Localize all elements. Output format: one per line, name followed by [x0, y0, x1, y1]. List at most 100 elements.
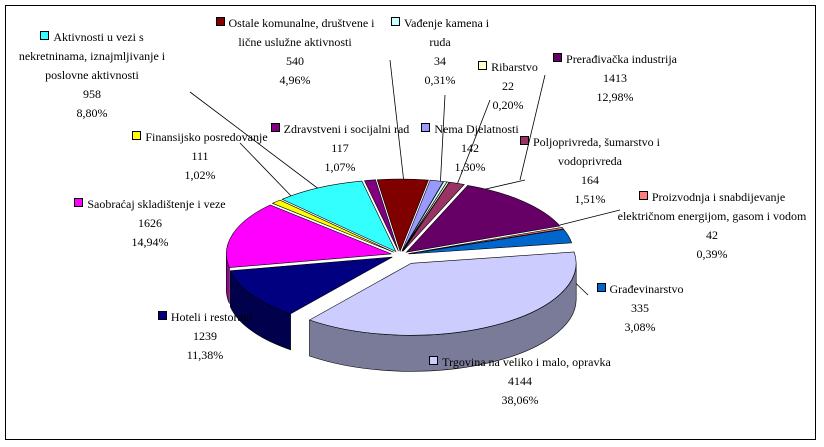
label-name: Zdravstveni i socijalni rad	[265, 120, 415, 139]
chart-border	[5, 5, 816, 440]
legend-swatch	[74, 198, 84, 207]
label-name: Finansijsko posredovanje	[125, 128, 275, 147]
legend-swatch	[520, 136, 529, 145]
percent-label: 8,80%	[76, 106, 108, 120]
category-name: Ostale komunalne, društvene i lične uslu…	[228, 16, 375, 49]
percent-label: 38,06%	[501, 393, 539, 407]
percent-label: 14,94%	[131, 235, 169, 249]
leader-line	[389, 59, 406, 193]
label-name: Nema Djelatnosti	[415, 120, 525, 139]
percent-label: 1,51%	[574, 192, 606, 206]
data-label: Poljoprivreda, šumarstvo i vodoprivreda 1…	[505, 133, 675, 209]
data-label: Prerađivačka industrija 1413 12,98%	[545, 50, 685, 107]
percent-label: 0,31%	[424, 73, 456, 87]
value-label: 1413	[603, 71, 627, 85]
category-name: Poljoprivreda, šumarstvo i vodoprivreda	[533, 135, 660, 168]
value-label: 22	[502, 79, 514, 93]
data-label: Hoteli i restorani 1239 11,38%	[149, 308, 261, 365]
legend-swatch	[429, 356, 439, 365]
label-name: Prerađivačka industrija	[545, 50, 685, 69]
data-label: Građevinarstvo 335 3,08%	[584, 280, 696, 337]
legend-swatch	[270, 123, 280, 132]
value-label: 164	[581, 173, 599, 187]
category-name: Vađenje kamena i ruda	[403, 16, 490, 49]
leader-line	[519, 74, 546, 181]
slice	[308, 251, 577, 336]
legend-swatch	[390, 17, 400, 26]
percent-label: 12,98%	[596, 90, 634, 104]
data-label: Trgovina na veliko i malo, opravka 4144 38…	[425, 353, 615, 410]
leader-line	[454, 99, 491, 191]
data-label: Nema Djelatnosti 142 1,30%	[415, 120, 525, 177]
slice	[401, 179, 444, 252]
label-name: Trgovina na veliko i malo, opravka	[425, 353, 615, 372]
legend-swatch	[40, 31, 50, 40]
data-label: Finansijsko posredovanje 111 1,02%	[125, 128, 275, 185]
percent-label: 11,38%	[186, 348, 224, 362]
value-label: 540	[286, 54, 304, 68]
slice	[281, 180, 397, 253]
legend-swatch	[421, 123, 431, 132]
value-label: 34	[434, 54, 446, 68]
leader-line	[239, 142, 296, 201]
percent-label: 0,39%	[696, 247, 728, 261]
legend-swatch	[638, 191, 648, 200]
value-label: 111	[191, 149, 209, 163]
slice	[408, 226, 564, 254]
data-label: Vađenje kamena i ruda 34 0,31%	[380, 14, 500, 90]
slice	[408, 228, 573, 255]
label-name: Poljoprivreda, šumarstvo i vodoprivreda	[505, 133, 675, 171]
category-name: Ribarstvo	[491, 60, 538, 74]
label-name: Građevinarstvo	[584, 280, 696, 299]
value-label: 1626	[138, 216, 162, 230]
label-name: Saobraćaj skladištenje i veze	[68, 195, 233, 214]
label-name: Vađenje kamena i ruda	[380, 14, 500, 52]
category-name: Aktivnosti u vezi s nekretninama, iznajm…	[18, 30, 166, 82]
leader-line	[439, 94, 446, 191]
percent-label: 4,96%	[279, 73, 311, 87]
percent-label: 1,02%	[184, 168, 216, 182]
percent-label: 1,07%	[324, 160, 356, 174]
slice	[271, 199, 394, 253]
legend-swatch	[157, 311, 167, 320]
data-label: Proizvodnja i snabdijevanje električnom …	[617, 188, 807, 264]
slice	[405, 185, 561, 253]
slice	[364, 179, 399, 252]
slice	[229, 256, 393, 315]
category-name: Saobraćaj skladištenje i veze	[87, 197, 226, 211]
value-label: 142	[461, 141, 479, 155]
category-name: Proizvodnja i snabdijevanje električnom …	[617, 190, 807, 223]
data-label: Aktivnosti u vezi s nekretninama, iznajm…	[17, 28, 167, 123]
category-name: Hoteli i restorani	[170, 310, 253, 324]
label-name: Ribarstvo	[472, 58, 544, 77]
label-name: Hoteli i restorani	[149, 308, 261, 327]
category-name: Prerađivačka industrija	[566, 52, 677, 66]
category-name: Nema Djelatnosti	[434, 122, 519, 136]
data-label: Zdravstveni i socijalni rad 117 1,07%	[265, 120, 415, 177]
slice	[376, 178, 429, 252]
value-label: 1239	[193, 329, 217, 343]
category-name: Finansijsko posredovanje	[145, 130, 268, 144]
slice	[402, 181, 465, 252]
legend-swatch	[132, 131, 142, 140]
category-name: Građevinarstvo	[609, 282, 684, 296]
legend-swatch	[478, 61, 488, 70]
category-name: Zdravstveni i socijalni rad	[283, 122, 410, 136]
legend-swatch	[215, 17, 225, 26]
value-label: 117	[331, 141, 349, 155]
value-label: 42	[706, 228, 718, 242]
category-name: Trgovina na veliko i malo, opravka	[442, 355, 611, 369]
slice	[402, 181, 450, 252]
percent-label: 0,20%	[492, 98, 524, 112]
percent-label: 1,30%	[454, 160, 486, 174]
value-label: 4144	[508, 374, 532, 388]
data-label: Ostale komunalne, društvene i lične uslu…	[208, 14, 383, 90]
data-label: Ribarstvo 22 0,20%	[472, 58, 544, 115]
label-name: Proizvodnja i snabdijevanje električnom …	[617, 188, 807, 226]
slice	[226, 204, 392, 268]
legend-swatch	[553, 53, 563, 62]
percent-label: 3,08%	[624, 320, 656, 334]
value-label: 958	[83, 87, 101, 101]
